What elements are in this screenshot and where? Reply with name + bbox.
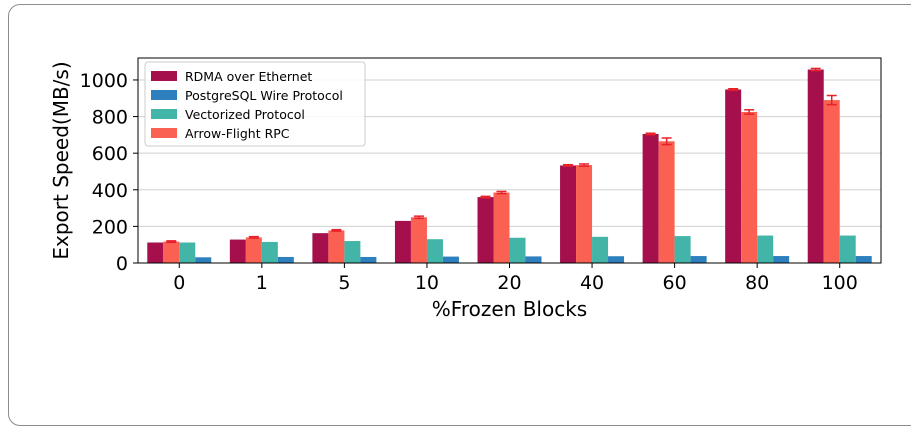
bar bbox=[426, 239, 443, 263]
bars bbox=[147, 69, 872, 264]
bar bbox=[592, 236, 609, 263]
bar bbox=[147, 242, 164, 263]
bar bbox=[576, 165, 593, 263]
bar bbox=[229, 239, 246, 263]
legend-label: PostgreSQL Wire Protocol bbox=[185, 88, 343, 103]
x-tick-label: 1 bbox=[256, 272, 268, 294]
bar bbox=[741, 111, 758, 263]
bar-chart: 0 200 400 600 800 1000 0 1 5 10 20 40 60 80 100 %Froz… bbox=[49, 57, 882, 321]
bar bbox=[855, 256, 872, 263]
legend-label: RDMA over Ethernet bbox=[185, 69, 312, 84]
bar bbox=[773, 256, 790, 263]
x-axis-label: %Frozen Blocks bbox=[432, 297, 587, 321]
bar bbox=[493, 192, 510, 263]
bar bbox=[261, 241, 278, 263]
bar bbox=[674, 236, 691, 263]
y-axis-ticks: 0 200 400 600 800 1000 bbox=[80, 70, 138, 275]
y-tick-label: 200 bbox=[92, 216, 128, 238]
legend-box bbox=[144, 61, 366, 147]
y-tick-label: 1000 bbox=[80, 70, 128, 92]
x-tick-label: 60 bbox=[663, 272, 687, 294]
bar bbox=[245, 237, 262, 263]
bar bbox=[179, 242, 196, 263]
x-tick-label: 0 bbox=[173, 272, 185, 294]
bar bbox=[410, 217, 427, 263]
bar bbox=[642, 133, 659, 263]
x-tick-label: 40 bbox=[580, 272, 604, 294]
bar bbox=[344, 241, 361, 263]
bar bbox=[277, 256, 294, 263]
y-tick-label: 600 bbox=[92, 143, 128, 165]
x-tick-label: 80 bbox=[745, 272, 769, 294]
x-tick-label: 5 bbox=[338, 272, 350, 294]
bar bbox=[608, 256, 625, 263]
y-tick-label: 800 bbox=[92, 107, 128, 129]
bar bbox=[312, 233, 329, 263]
legend-label: Vectorized Protocol bbox=[185, 107, 305, 122]
y-axis-label: Export Speed(MB/s) bbox=[49, 61, 73, 259]
bar bbox=[195, 257, 212, 263]
x-axis-ticks: 0 1 5 10 20 40 60 80 100 bbox=[173, 263, 858, 294]
legend-swatch bbox=[151, 90, 177, 100]
bar bbox=[690, 256, 707, 263]
x-tick-label: 20 bbox=[497, 272, 521, 294]
x-tick-label: 10 bbox=[415, 272, 439, 294]
bar bbox=[360, 256, 377, 263]
error-bars bbox=[166, 67, 837, 244]
bar bbox=[477, 197, 494, 263]
legend-swatch bbox=[151, 128, 177, 138]
bar bbox=[823, 100, 840, 264]
bar bbox=[509, 237, 526, 263]
bar bbox=[560, 165, 577, 263]
bar bbox=[757, 235, 774, 263]
bar bbox=[163, 241, 180, 263]
bar bbox=[839, 235, 856, 263]
y-tick-label: 400 bbox=[92, 180, 128, 202]
bar bbox=[725, 89, 742, 263]
legend-swatch bbox=[151, 71, 177, 81]
bar bbox=[394, 220, 411, 263]
bar bbox=[442, 256, 459, 263]
legend-swatch bbox=[151, 109, 177, 119]
bar bbox=[328, 230, 345, 263]
bar bbox=[658, 141, 675, 263]
y-tick-label: 0 bbox=[116, 253, 128, 275]
x-tick-label: 100 bbox=[822, 272, 858, 294]
bar bbox=[807, 69, 824, 263]
bar bbox=[525, 256, 542, 263]
legend: RDMA over Ethernet PostgreSQL Wire Protoc… bbox=[144, 61, 366, 147]
legend-label: Arrow-Flight RPC bbox=[185, 126, 290, 141]
